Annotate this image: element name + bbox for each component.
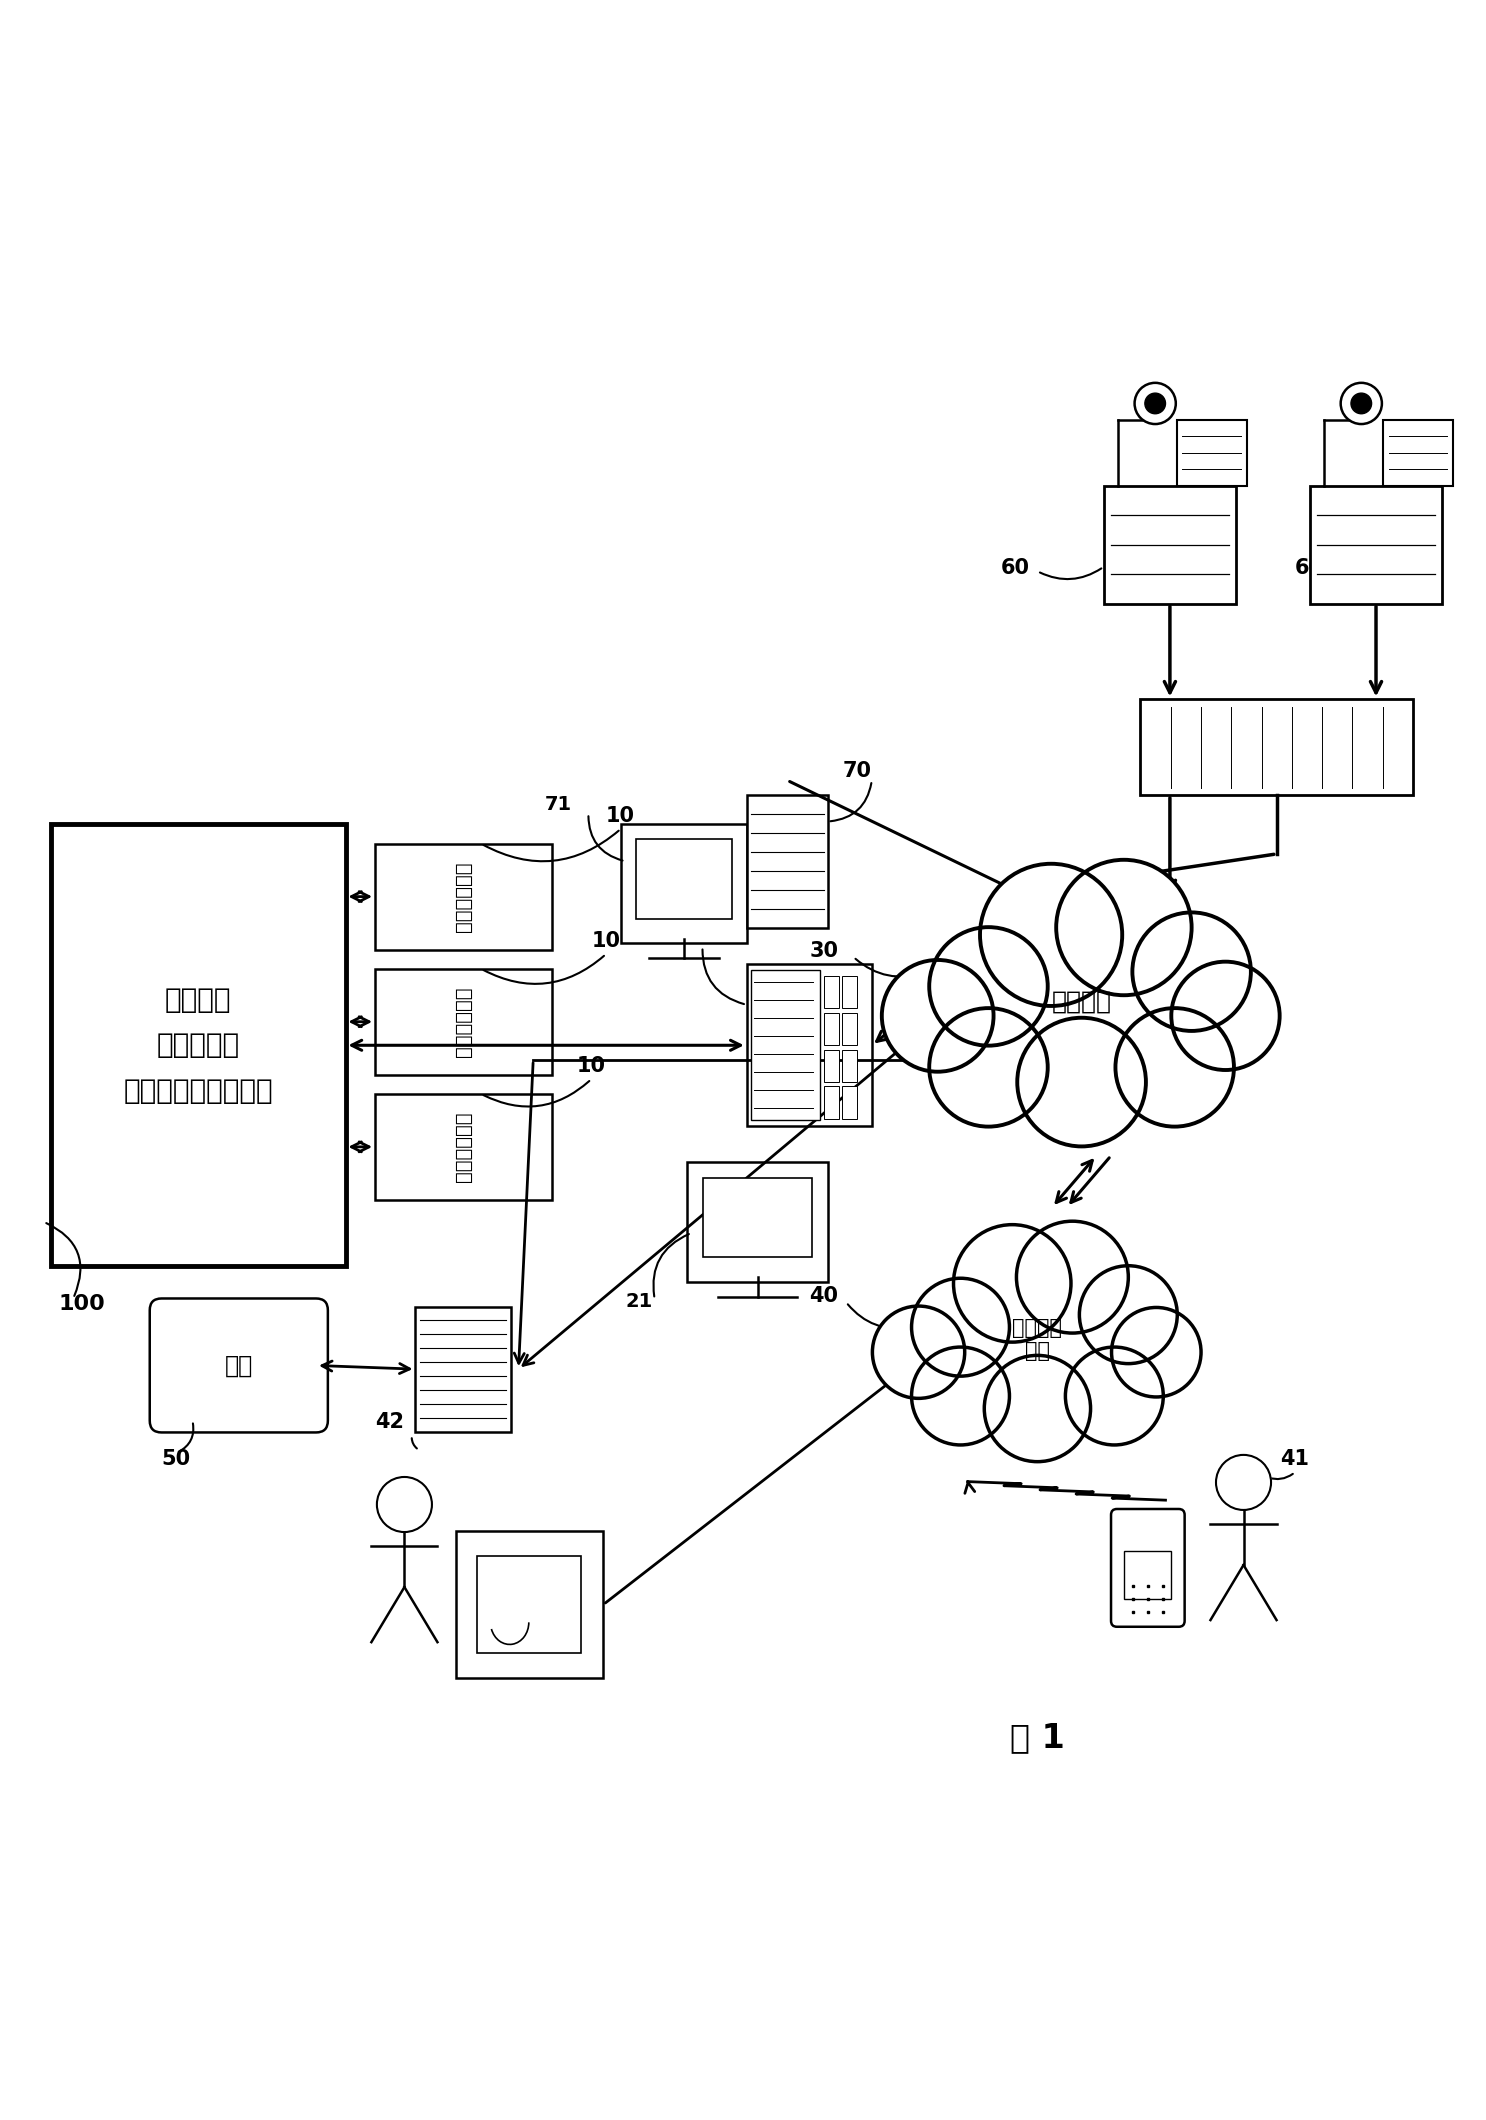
Circle shape [1144,392,1165,413]
FancyBboxPatch shape [825,1049,840,1081]
Text: 42: 42 [374,1412,404,1431]
FancyBboxPatch shape [374,969,551,1075]
FancyBboxPatch shape [1125,1552,1171,1598]
Text: 网站: 网站 [224,1353,253,1378]
Circle shape [1216,1454,1271,1509]
Text: 语音通信
系统: 语音通信 系统 [1012,1319,1062,1361]
Text: 待测的电路板: 待测的电路板 [453,986,473,1058]
Text: 待测的电路板: 待测的电路板 [453,861,473,933]
Circle shape [929,926,1048,1045]
Circle shape [1065,1346,1164,1446]
Circle shape [881,960,994,1073]
Text: 71: 71 [544,795,572,814]
Circle shape [979,863,1122,1007]
FancyBboxPatch shape [843,1085,857,1119]
Text: 60: 60 [1294,558,1324,579]
FancyBboxPatch shape [825,975,840,1009]
FancyBboxPatch shape [825,1013,840,1045]
FancyBboxPatch shape [746,795,828,929]
FancyBboxPatch shape [843,1013,857,1045]
Text: 网络系统: 网络系统 [1052,990,1112,1013]
FancyBboxPatch shape [456,1531,603,1679]
Circle shape [911,1278,1009,1376]
Text: 待测的电路板: 待测的电路板 [453,1111,473,1183]
FancyBboxPatch shape [1104,485,1236,604]
Text: 30: 30 [810,941,838,960]
FancyBboxPatch shape [746,965,872,1126]
FancyBboxPatch shape [1382,420,1453,485]
Text: 100: 100 [58,1293,106,1314]
Circle shape [1171,962,1279,1071]
Circle shape [1079,1266,1177,1363]
FancyBboxPatch shape [1140,700,1413,795]
Circle shape [954,1225,1071,1342]
Circle shape [1112,1308,1201,1397]
Circle shape [1132,912,1251,1030]
Text: 50: 50 [162,1448,190,1469]
Text: 40: 40 [810,1287,838,1306]
Text: 60: 60 [1000,558,1030,579]
Text: 图 1: 图 1 [1010,1721,1065,1753]
Circle shape [929,1009,1048,1126]
FancyBboxPatch shape [51,825,346,1266]
FancyBboxPatch shape [621,825,747,943]
Text: 10: 10 [577,1056,606,1075]
Text: 10: 10 [606,806,635,825]
Circle shape [1057,861,1192,994]
FancyBboxPatch shape [374,844,551,950]
FancyBboxPatch shape [687,1162,828,1283]
FancyBboxPatch shape [636,840,733,918]
FancyBboxPatch shape [1177,420,1247,485]
Circle shape [1135,384,1175,424]
Circle shape [911,1346,1009,1446]
FancyBboxPatch shape [703,1179,811,1257]
FancyBboxPatch shape [374,1094,551,1200]
FancyBboxPatch shape [1309,485,1443,604]
FancyBboxPatch shape [477,1556,581,1654]
Text: 20: 20 [673,926,701,946]
FancyBboxPatch shape [843,1049,857,1081]
Text: 10: 10 [591,931,620,950]
Text: 21: 21 [626,1291,652,1310]
Circle shape [1340,384,1382,424]
Circle shape [377,1478,432,1533]
Circle shape [1016,1221,1128,1333]
FancyBboxPatch shape [843,975,857,1009]
FancyBboxPatch shape [416,1306,511,1431]
Circle shape [984,1355,1091,1461]
FancyBboxPatch shape [750,971,820,1119]
FancyBboxPatch shape [150,1297,328,1433]
Circle shape [1351,392,1372,413]
FancyBboxPatch shape [1112,1509,1184,1626]
Circle shape [1018,1018,1146,1147]
Circle shape [1116,1009,1233,1126]
Text: 本发明的
恒温恒湿式
自动化阻抗测试系统: 本发明的 恒温恒湿式 自动化阻抗测试系统 [123,986,273,1105]
Circle shape [872,1306,964,1399]
Text: 70: 70 [843,761,871,782]
Text: 41: 41 [1281,1448,1309,1469]
FancyBboxPatch shape [825,1085,840,1119]
